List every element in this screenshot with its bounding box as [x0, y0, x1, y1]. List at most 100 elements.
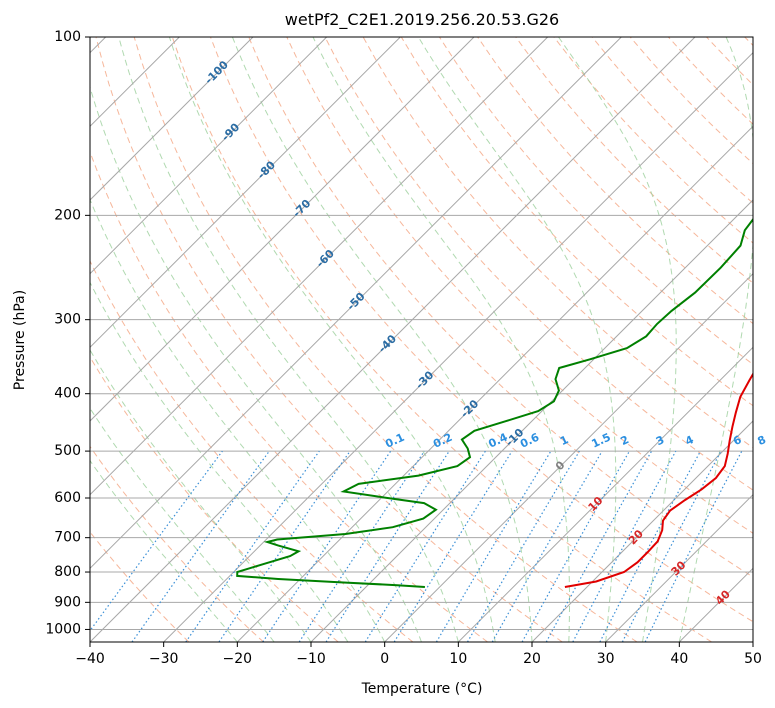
- isotherm-line: [236, 125, 753, 642]
- mixing-ratio-label: 8: [756, 433, 768, 448]
- isotherm-line: [531, 420, 753, 642]
- moist-adiabat: [90, 349, 312, 642]
- isotherm-line: [310, 199, 753, 642]
- plot-background-lines: [90, 37, 753, 642]
- moist-adiabat: [90, 85, 422, 642]
- dry-adiabat: [133, 37, 638, 642]
- isotherm-line: [384, 272, 753, 642]
- plot-frame: [89, 36, 754, 643]
- temperature-profile: [564, 372, 753, 588]
- mixing-ratio-line: [90, 450, 223, 632]
- x-tick-label: 20: [523, 651, 541, 667]
- moist-adiabat: [168, 37, 496, 642]
- dry-adiabat: [515, 37, 753, 284]
- isotherm-label: -40: [376, 332, 399, 355]
- mixing-ratio-label: 0.1: [383, 431, 406, 451]
- dry-adiabat: [248, 37, 753, 578]
- dry-adiabat: [90, 445, 264, 642]
- y-tick-label: 600: [54, 490, 81, 506]
- x-tick-label: −40: [75, 651, 105, 667]
- moist-adiabat: [678, 37, 753, 642]
- isotherm-line: [90, 37, 549, 496]
- dry-adiabat: [706, 37, 753, 86]
- mixing-ratio-line: [218, 450, 351, 642]
- mixing-ratio-line: [435, 450, 552, 642]
- mixing-ratio-label: 4: [683, 433, 696, 448]
- mixing-ratio-line: [185, 450, 320, 642]
- moist-adiabat: [231, 37, 533, 642]
- dry-adiabat: [90, 356, 339, 642]
- x-tick-label: 40: [670, 651, 688, 667]
- mixing-ratio-label: 1: [558, 433, 570, 448]
- chart-title: wetPf2_C2E1.2019.256.20.53.G26: [285, 10, 559, 30]
- mixing-ratio-line: [545, 450, 653, 642]
- moist-adiabat: [558, 37, 677, 642]
- isotherm-line: [90, 37, 254, 201]
- x-axis-label: Temperature (°C): [361, 681, 483, 697]
- x-tick-label: −10: [296, 651, 326, 667]
- dry-adiabat: [90, 531, 190, 642]
- isotherm-line: [678, 567, 753, 642]
- mixing-ratio-line: [325, 450, 450, 642]
- isotherm-label: -60: [314, 247, 337, 270]
- dry-adiabat: [553, 37, 753, 244]
- isotherm-line: [457, 346, 753, 642]
- isotherm-line: [752, 641, 753, 642]
- mixing-ratio-label: 0.2: [431, 431, 454, 451]
- mixing-ratio-line: [131, 450, 270, 642]
- y-tick-label: 500: [54, 443, 81, 459]
- dry-adiabat: [477, 37, 753, 325]
- isotherm-label: 40: [713, 587, 733, 607]
- x-tick-label: 0: [380, 651, 389, 667]
- moist-adiabat: [90, 407, 275, 642]
- dry-adiabat: [591, 37, 753, 204]
- x-tick-label: −20: [223, 651, 253, 667]
- x-tick-label: 30: [597, 651, 615, 667]
- isotherm-label: -50: [344, 290, 367, 313]
- y-tick-label: 1000: [45, 621, 81, 637]
- moist-adiabat: [90, 198, 386, 642]
- moist-adiabat: [90, 281, 349, 642]
- dry-adiabat: [668, 37, 753, 125]
- mixing-ratio-line: [466, 450, 580, 642]
- dry-adiabat: [286, 37, 753, 534]
- dry-adiabat: [171, 37, 712, 642]
- x-tick-label: −30: [149, 651, 179, 667]
- mixing-ratio-line: [644, 450, 743, 642]
- isotherm-line: [163, 51, 753, 642]
- isotherm-line: [90, 37, 328, 275]
- dry-adiabat: [324, 37, 753, 491]
- x-axis-ticks: −40 −30 −20 −10 0 10 20 30 40 50: [75, 642, 762, 667]
- dry-adiabat: [90, 259, 414, 642]
- isotherm-line: [90, 37, 622, 570]
- dewpoint-profile: [236, 217, 753, 588]
- y-tick-label: 400: [54, 386, 81, 402]
- moist-adiabat: [118, 37, 459, 642]
- isotherm-label: 20: [626, 527, 646, 547]
- moist-adiabat: [417, 37, 617, 642]
- isotherm-line: [90, 37, 696, 642]
- isotherm-line: [605, 493, 753, 642]
- y-axis-label: Pressure (hPa): [12, 290, 28, 390]
- dry-adiabat: [210, 37, 753, 623]
- y-tick-label: 900: [54, 594, 81, 610]
- mixing-ratio-label: 6: [731, 433, 744, 448]
- y-tick-label: 200: [54, 207, 81, 223]
- mixing-ratio-label: 2: [618, 433, 630, 448]
- y-tick-label: 300: [54, 312, 81, 328]
- mixing-ratio-line: [599, 450, 702, 642]
- isotherm-label: -80: [255, 158, 278, 181]
- y-tick-label: 100: [54, 29, 81, 45]
- x-tick-label: 10: [449, 651, 467, 667]
- mixing-ratio-line: [521, 450, 631, 642]
- mixing-ratio-line: [393, 450, 513, 642]
- mixing-ratio-line: [298, 450, 425, 642]
- dry-adiabat: [95, 37, 563, 642]
- profile-lines: [236, 217, 753, 588]
- y-tick-label: 800: [54, 564, 81, 580]
- isotherm-line: [90, 37, 401, 349]
- dry-adiabat: [744, 37, 753, 47]
- mixing-ratio-label: 0.4: [486, 430, 509, 450]
- dry-adiabat: [90, 150, 488, 642]
